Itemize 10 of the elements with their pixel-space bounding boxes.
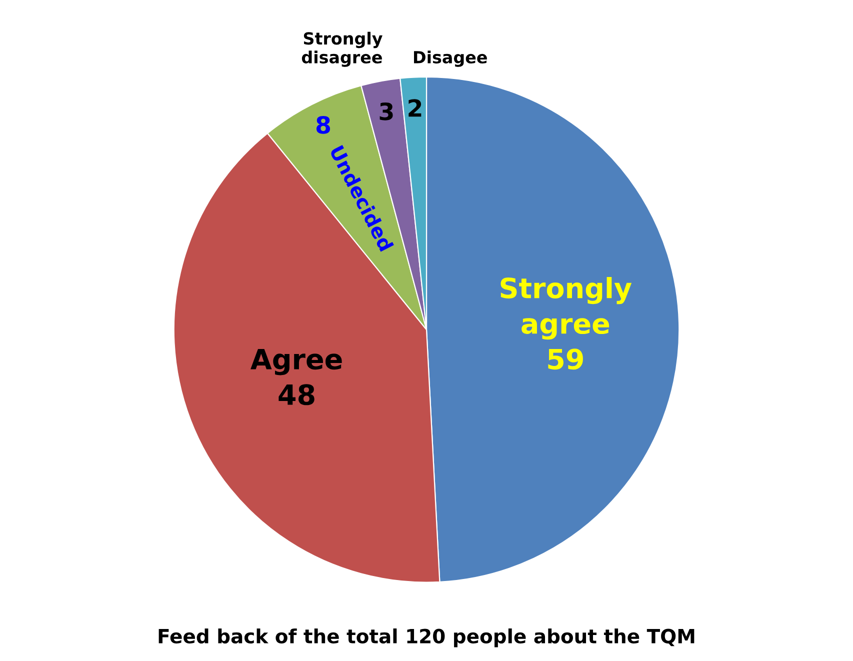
slice-label: Strongly disagree bbox=[302, 32, 382, 67]
slice-label: Disagee bbox=[414, 50, 487, 67]
text: Feed back of the total 120 people about the TQM bbox=[158, 628, 694, 648]
slice-label: Agree bbox=[250, 348, 342, 376]
data-label: 8 bbox=[316, 116, 330, 134]
data-label: 2 bbox=[408, 99, 422, 117]
data-label: 3 bbox=[380, 102, 393, 120]
slice-label: Strongly agree bbox=[500, 276, 632, 340]
data-label: 48 bbox=[278, 384, 314, 406]
data-label: 59 bbox=[548, 348, 583, 370]
